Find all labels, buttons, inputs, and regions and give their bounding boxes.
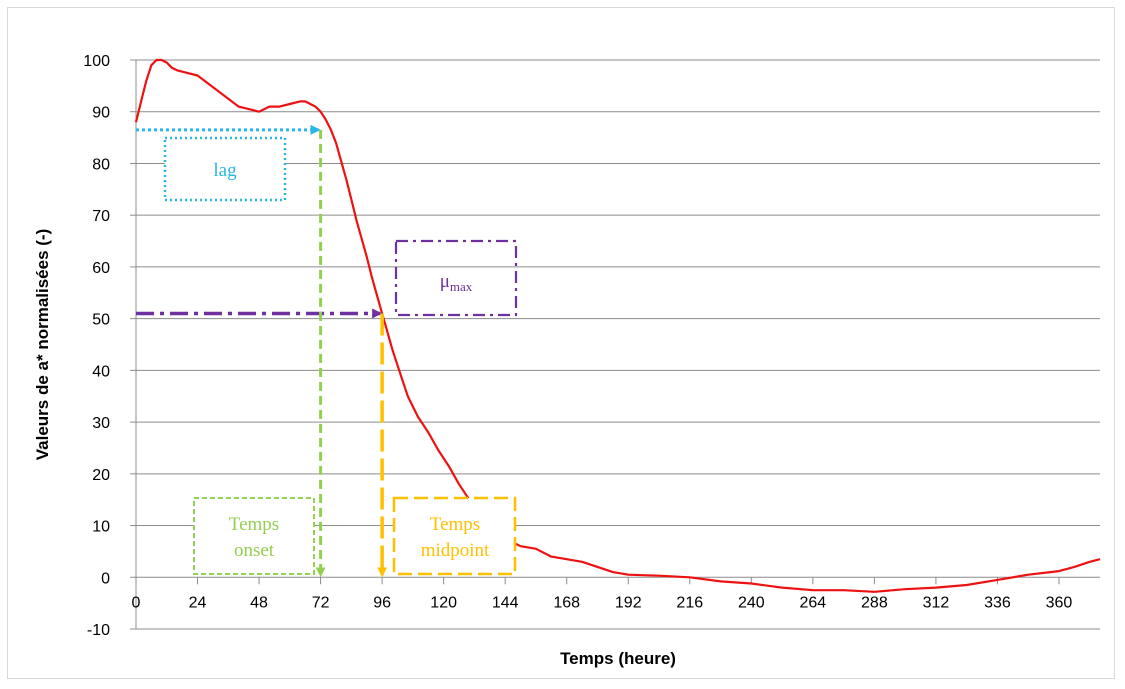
axes — [130, 59, 1100, 630]
y-tick-label: 60 — [92, 260, 110, 277]
y-tick-labels: -10 0 10 20 30 40 50 60 70 80 90 100 — [83, 53, 110, 639]
mu-max-box — [394, 239, 518, 317]
lag-box — [163, 136, 287, 202]
x-tick-label: 312 — [923, 594, 950, 611]
x-tick-label: 216 — [676, 594, 703, 611]
series-layer — [134, 58, 1101, 593]
onset-label: Temps — [229, 514, 279, 535]
y-tick-label: 40 — [92, 363, 110, 380]
x-tick-labels: 0 24 48 72 96 120 144 168 192 216 240 264 288 312 336 3… — [132, 594, 1073, 611]
x-tick-label: 360 — [1046, 594, 1073, 611]
x-tick-label: 240 — [738, 594, 765, 611]
y-tick-label: -10 — [87, 622, 110, 639]
chart-frame — [7, 7, 1115, 679]
y-tick-label: 30 — [92, 415, 110, 432]
y-tick-label: 50 — [92, 312, 110, 329]
annotations: lag μmax Temps onset Temps midpoint — [136, 124, 518, 578]
onset-box — [193, 497, 315, 575]
x-axis-title: Temps (heure) — [560, 649, 676, 668]
x-tick-label: 72 — [312, 594, 330, 611]
x-tick-label: 120 — [430, 594, 457, 611]
x-tick-label: 144 — [492, 594, 519, 611]
y-tick-label: 90 — [92, 105, 110, 122]
x-tick-label: 24 — [189, 594, 207, 611]
x-tick-label: 336 — [984, 594, 1011, 611]
lag-label: lag — [213, 160, 237, 181]
y-tick-label: 10 — [92, 519, 110, 536]
x-tick-label: 0 — [132, 594, 141, 611]
y-tick-label: 80 — [92, 156, 110, 173]
midpoint-label: midpoint — [421, 540, 490, 561]
midpoint-label: Temps — [430, 514, 480, 535]
y-tick-label: 70 — [92, 208, 110, 225]
onset-label: onset — [234, 540, 275, 561]
y-tick-label: 20 — [92, 467, 110, 484]
x-tick-label: 192 — [615, 594, 642, 611]
mu-max-label: μmax — [440, 271, 473, 294]
x-tick-label: 96 — [373, 594, 391, 611]
series-line — [134, 58, 1101, 593]
y-tick-label: 0 — [101, 570, 110, 587]
x-tick-label: 48 — [250, 594, 268, 611]
x-tick-label: 264 — [799, 594, 826, 611]
x-tick-label: 288 — [861, 594, 888, 611]
midpoint-box — [392, 496, 517, 576]
y-tick-label: 100 — [83, 53, 110, 70]
y-axis-title: Valeurs de a* normalisées (-) — [33, 229, 52, 461]
x-tick-label: 168 — [553, 594, 580, 611]
